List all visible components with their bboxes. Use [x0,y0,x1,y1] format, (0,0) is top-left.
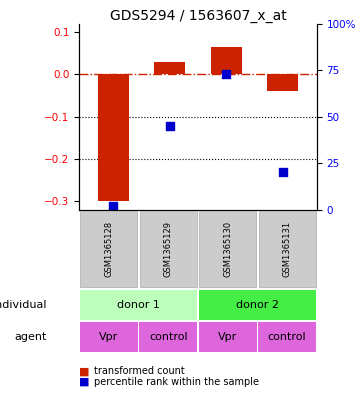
Text: individual: individual [0,300,46,310]
Bar [199,290,316,320]
Bar [80,322,138,353]
Text: Vpr: Vpr [99,332,118,342]
Bar [267,74,298,91]
Bar [140,211,197,287]
Text: percentile rank within the sample: percentile rank within the sample [94,377,258,387]
Text: GSM1365129: GSM1365129 [164,221,173,277]
Text: ■: ■ [79,377,90,387]
Text: GSM1365130: GSM1365130 [223,221,232,277]
Bar [80,211,138,287]
Text: control: control [268,332,306,342]
Text: ■: ■ [79,366,90,376]
Point [110,203,116,209]
Bar [211,47,242,74]
Point [224,71,229,77]
Bar [258,211,316,287]
Point [167,123,172,129]
Bar [199,211,256,287]
Bar [258,322,316,353]
Text: agent: agent [14,332,46,342]
Text: donor 2: donor 2 [236,300,279,310]
Text: Vpr: Vpr [218,332,237,342]
Text: transformed count: transformed count [94,366,184,376]
Title: GDS5294 / 1563607_x_at: GDS5294 / 1563607_x_at [110,9,286,22]
Text: control: control [149,332,188,342]
Bar [98,74,129,201]
Text: GSM1365128: GSM1365128 [104,221,113,277]
Bar [154,62,185,74]
Text: GSM1365131: GSM1365131 [283,221,292,277]
Point [280,169,286,176]
Bar [80,290,197,320]
Bar [139,322,197,353]
Text: donor 1: donor 1 [117,300,160,310]
Bar [199,322,257,353]
